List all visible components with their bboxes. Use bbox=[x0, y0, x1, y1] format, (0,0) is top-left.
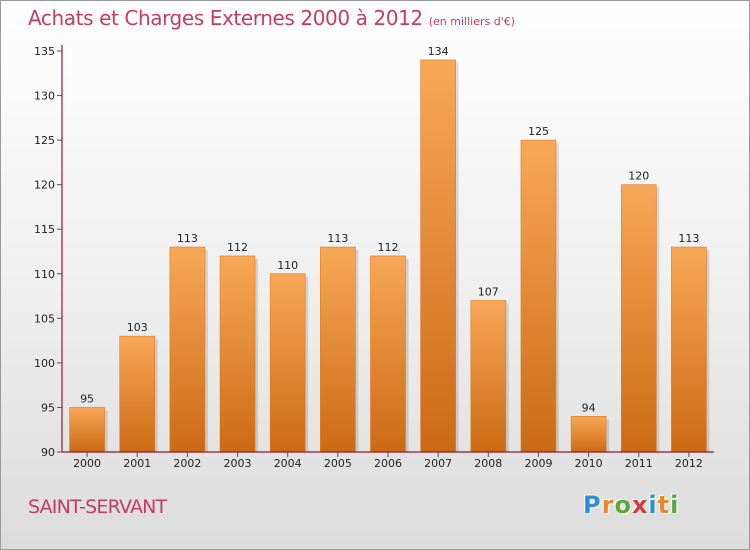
bar bbox=[219, 255, 256, 453]
x-tick-label: 2012 bbox=[675, 457, 703, 470]
x-tick-label: 2011 bbox=[625, 457, 653, 470]
bar-value-label: 112 bbox=[227, 241, 248, 254]
bar-value-label: 94 bbox=[582, 401, 596, 414]
y-tick-label: 100 bbox=[34, 357, 55, 370]
bar bbox=[470, 300, 507, 453]
x-tick-label: 2004 bbox=[274, 457, 302, 470]
logo-letter: t bbox=[657, 491, 671, 519]
y-tick-label: 105 bbox=[34, 312, 55, 325]
x-tick-label: 2006 bbox=[374, 457, 402, 470]
bar-value-label: 134 bbox=[428, 45, 449, 58]
x-tick-label: 2003 bbox=[224, 457, 252, 470]
bar bbox=[520, 139, 557, 453]
bar bbox=[370, 255, 406, 453]
y-tick-label: 130 bbox=[34, 90, 55, 103]
bar bbox=[269, 273, 306, 453]
logo-letter: P bbox=[583, 491, 602, 519]
y-tick-label: 95 bbox=[41, 401, 55, 414]
bar-value-label: 103 bbox=[127, 321, 148, 334]
x-tick-label: 2000 bbox=[73, 457, 101, 470]
chart-unit: (en milliers d'€) bbox=[428, 15, 516, 28]
commune-name: SAINT-SERVANT bbox=[28, 496, 167, 518]
chart-title: Achats et Charges Externes 2000 à 2012 (e… bbox=[28, 6, 515, 30]
logo-letter: r bbox=[601, 491, 615, 519]
y-tick-label: 120 bbox=[34, 179, 55, 192]
y-tick-label: 135 bbox=[34, 45, 55, 58]
bar-value-label: 113 bbox=[678, 232, 699, 245]
bar bbox=[69, 407, 105, 453]
y-tick-label: 115 bbox=[34, 223, 55, 236]
proxiti-logo: Proxiti bbox=[583, 491, 679, 519]
bar-value-label: 113 bbox=[327, 232, 348, 245]
bar bbox=[620, 184, 657, 453]
bar-value-label: 120 bbox=[628, 170, 649, 183]
bar bbox=[570, 416, 607, 453]
bar bbox=[169, 246, 206, 453]
chart-title-text: Achats et Charges Externes 2000 à 2012 bbox=[28, 6, 423, 30]
logo-letter: i bbox=[670, 491, 680, 519]
y-tick-label: 110 bbox=[34, 268, 55, 281]
x-tick-label: 2010 bbox=[575, 457, 603, 470]
bar-value-label: 107 bbox=[478, 286, 499, 299]
bar-value-label: 113 bbox=[177, 232, 198, 245]
y-tick-label: 90 bbox=[41, 446, 55, 459]
bar bbox=[671, 246, 707, 453]
x-tick-label: 2009 bbox=[524, 457, 552, 470]
x-tick-label: 2008 bbox=[474, 457, 502, 470]
bar bbox=[119, 335, 156, 453]
bar-value-label: 95 bbox=[80, 392, 94, 405]
x-tick-label: 2005 bbox=[324, 457, 352, 470]
bar-value-label: 125 bbox=[528, 125, 549, 138]
bar bbox=[320, 246, 356, 453]
logo-letter: o bbox=[614, 491, 632, 519]
x-tick-label: 2007 bbox=[424, 457, 452, 470]
x-tick-label: 2002 bbox=[173, 457, 201, 470]
logo-letter: x bbox=[631, 491, 649, 519]
bar bbox=[420, 59, 456, 453]
x-tick-label: 2001 bbox=[123, 457, 151, 470]
y-tick-label: 125 bbox=[34, 134, 55, 147]
logo-letter: i bbox=[648, 491, 658, 519]
bar-value-label: 112 bbox=[378, 241, 399, 254]
bar-value-label: 110 bbox=[277, 259, 298, 272]
